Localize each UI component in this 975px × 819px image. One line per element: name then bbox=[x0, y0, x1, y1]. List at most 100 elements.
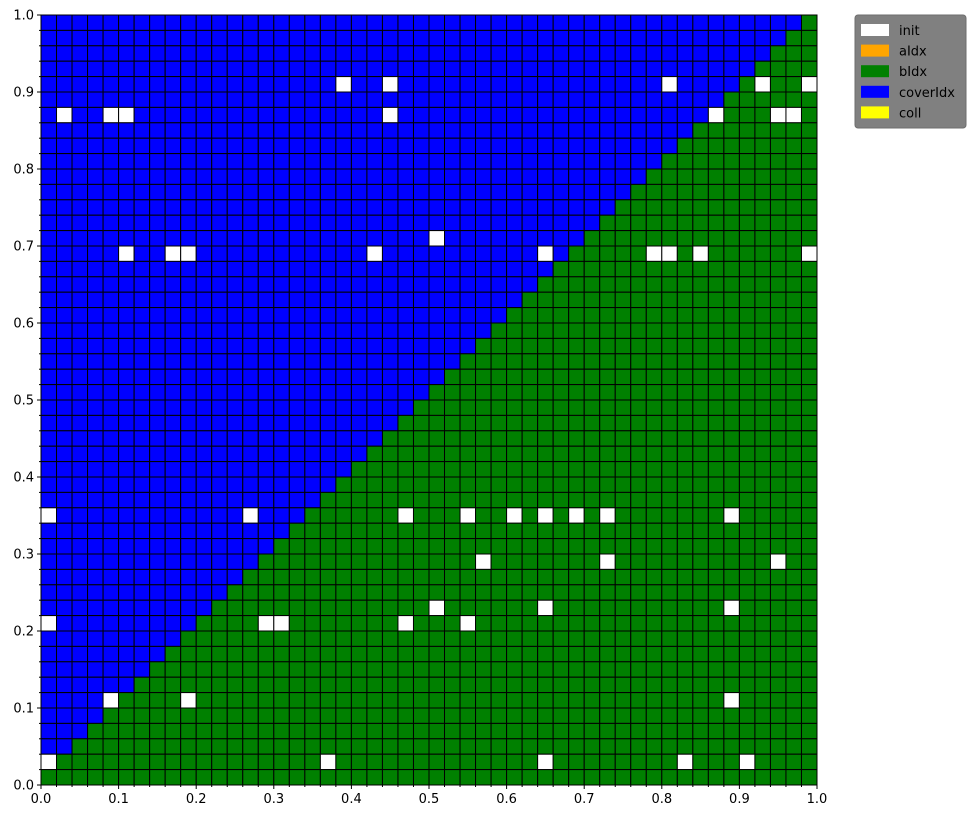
heatmap-cell bbox=[537, 445, 554, 463]
heatmap-cell bbox=[459, 153, 477, 170]
heatmap-cell bbox=[785, 384, 802, 401]
heatmap-cell bbox=[381, 137, 399, 155]
heatmap-cell bbox=[226, 337, 244, 355]
heatmap-cell bbox=[738, 461, 756, 478]
heatmap-cell bbox=[537, 60, 554, 78]
y-tick-label: 0.4 bbox=[13, 471, 34, 486]
heatmap-cell bbox=[428, 76, 446, 93]
heatmap-cell bbox=[180, 137, 197, 155]
heatmap-cell bbox=[599, 137, 616, 155]
heatmap-cell bbox=[319, 214, 337, 232]
heatmap-cell bbox=[599, 507, 616, 524]
heatmap-cell bbox=[661, 630, 678, 647]
heatmap-cell bbox=[397, 76, 414, 93]
heatmap-cell bbox=[164, 445, 182, 463]
heatmap-cell bbox=[800, 753, 818, 771]
heatmap-cell bbox=[102, 106, 120, 124]
heatmap-cell bbox=[754, 584, 771, 601]
heatmap-cell bbox=[397, 106, 414, 124]
heatmap-cell bbox=[102, 199, 120, 216]
heatmap-cell bbox=[506, 722, 523, 740]
heatmap-cell bbox=[568, 60, 585, 78]
heatmap-cell bbox=[412, 661, 430, 678]
heatmap-cell bbox=[661, 399, 678, 416]
heatmap-cell bbox=[180, 153, 197, 170]
heatmap-cell bbox=[738, 214, 756, 232]
heatmap-cell bbox=[288, 122, 306, 139]
heatmap-cell bbox=[133, 753, 151, 771]
y-tick-label: 0.8 bbox=[13, 163, 34, 178]
heatmap-cell bbox=[180, 584, 197, 601]
heatmap-cell bbox=[552, 769, 570, 786]
heatmap-cell bbox=[56, 291, 73, 309]
heatmap-cell bbox=[164, 60, 182, 78]
x-tick-label: 0.9 bbox=[729, 792, 750, 807]
heatmap-cell bbox=[71, 353, 89, 370]
heatmap-cell bbox=[335, 476, 352, 493]
heatmap-cell bbox=[71, 568, 89, 586]
heatmap-cell bbox=[568, 722, 585, 740]
heatmap-cell bbox=[133, 507, 151, 524]
heatmap-cell bbox=[521, 553, 539, 570]
heatmap-cell bbox=[71, 615, 89, 632]
heatmap-cell bbox=[459, 753, 477, 771]
heatmap-cell bbox=[583, 430, 601, 447]
heatmap-cell bbox=[521, 14, 539, 31]
heatmap-cell bbox=[723, 491, 740, 509]
heatmap-cell bbox=[785, 153, 802, 170]
heatmap-cell bbox=[273, 445, 290, 463]
heatmap-cell bbox=[785, 753, 802, 771]
heatmap-cell bbox=[614, 276, 632, 293]
heatmap-cell bbox=[118, 14, 135, 31]
heatmap-cell bbox=[459, 522, 477, 540]
heatmap-cell bbox=[475, 553, 492, 570]
heatmap-cell bbox=[614, 692, 632, 709]
heatmap-cell bbox=[350, 45, 368, 62]
heatmap-cell bbox=[397, 337, 414, 355]
heatmap-cell bbox=[800, 661, 818, 678]
heatmap-cell bbox=[692, 615, 709, 632]
heatmap-cell bbox=[118, 384, 135, 401]
heatmap-cell bbox=[754, 738, 771, 755]
heatmap-cell bbox=[661, 568, 678, 586]
heatmap-cell bbox=[273, 137, 290, 155]
heatmap-cell bbox=[164, 461, 182, 478]
heatmap-cell bbox=[304, 615, 321, 632]
heatmap-cell bbox=[381, 199, 399, 216]
heatmap-cell bbox=[133, 337, 151, 355]
heatmap-cell bbox=[614, 507, 632, 524]
heatmap-cell bbox=[40, 661, 58, 678]
heatmap-cell bbox=[40, 45, 58, 62]
heatmap-cell bbox=[800, 76, 818, 93]
heatmap-cell bbox=[537, 676, 554, 694]
heatmap-cell bbox=[397, 60, 414, 78]
heatmap-cell bbox=[412, 630, 430, 647]
heatmap-cell bbox=[335, 291, 352, 309]
heatmap-cell bbox=[304, 676, 321, 694]
heatmap-cell bbox=[769, 245, 787, 262]
heatmap-cell bbox=[754, 384, 771, 401]
heatmap-cell bbox=[692, 106, 709, 124]
heatmap-cell bbox=[769, 476, 787, 493]
heatmap-cell bbox=[475, 707, 492, 724]
heatmap-cell bbox=[226, 491, 244, 509]
heatmap-cell bbox=[56, 645, 73, 663]
heatmap-cell bbox=[71, 414, 89, 432]
heatmap-cell bbox=[118, 538, 135, 555]
heatmap-cell bbox=[71, 45, 89, 62]
heatmap-cell bbox=[350, 676, 368, 694]
heatmap-cell bbox=[319, 522, 337, 540]
heatmap-cell bbox=[335, 245, 352, 262]
heatmap-cell bbox=[350, 368, 368, 386]
heatmap-cell bbox=[56, 476, 73, 493]
heatmap-cell bbox=[785, 414, 802, 432]
heatmap-cell bbox=[475, 384, 492, 401]
heatmap-cell bbox=[614, 769, 632, 786]
heatmap-cell bbox=[490, 507, 508, 524]
heatmap-cell bbox=[366, 661, 383, 678]
heatmap-cell bbox=[335, 353, 352, 370]
heatmap-cell bbox=[242, 476, 259, 493]
heatmap-cell bbox=[366, 14, 383, 31]
heatmap-cell bbox=[412, 738, 430, 755]
heatmap-cell bbox=[645, 29, 663, 47]
